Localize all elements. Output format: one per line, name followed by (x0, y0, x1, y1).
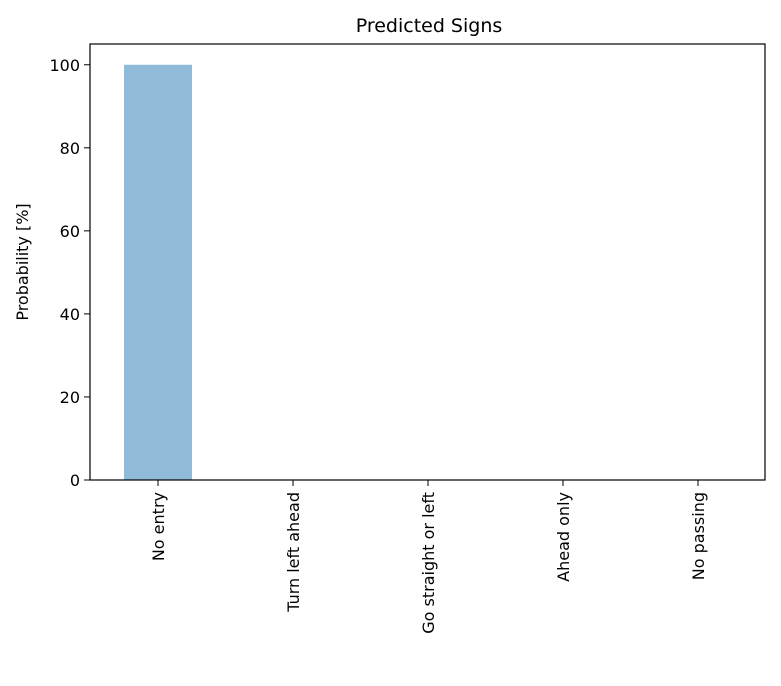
x-tick-label: Go straight or left (419, 492, 438, 634)
y-tick-label: 60 (60, 222, 80, 241)
x-tick-label: Ahead only (554, 492, 573, 582)
y-tick-label: 40 (60, 305, 80, 324)
y-tick-label: 0 (70, 471, 80, 490)
x-tick-label: No entry (149, 492, 168, 561)
x-tick-label: Turn left ahead (284, 492, 303, 613)
y-tick-label: 80 (60, 139, 80, 158)
y-tick-label: 20 (60, 388, 80, 407)
chart-title: Predicted Signs (356, 15, 503, 37)
bars-group (124, 64, 192, 480)
plot-frame (89, 43, 766, 481)
y-tick-label: 100 (49, 56, 80, 75)
y-axis-ticks: 0 20 40 60 80 100 (49, 56, 90, 490)
y-axis-title: Probability [%] (13, 203, 32, 320)
bar-no-entry (124, 64, 192, 480)
x-tick-label: No passing (689, 492, 708, 580)
x-axis-ticks: No entry Turn left ahead Go straight or le… (149, 480, 708, 634)
